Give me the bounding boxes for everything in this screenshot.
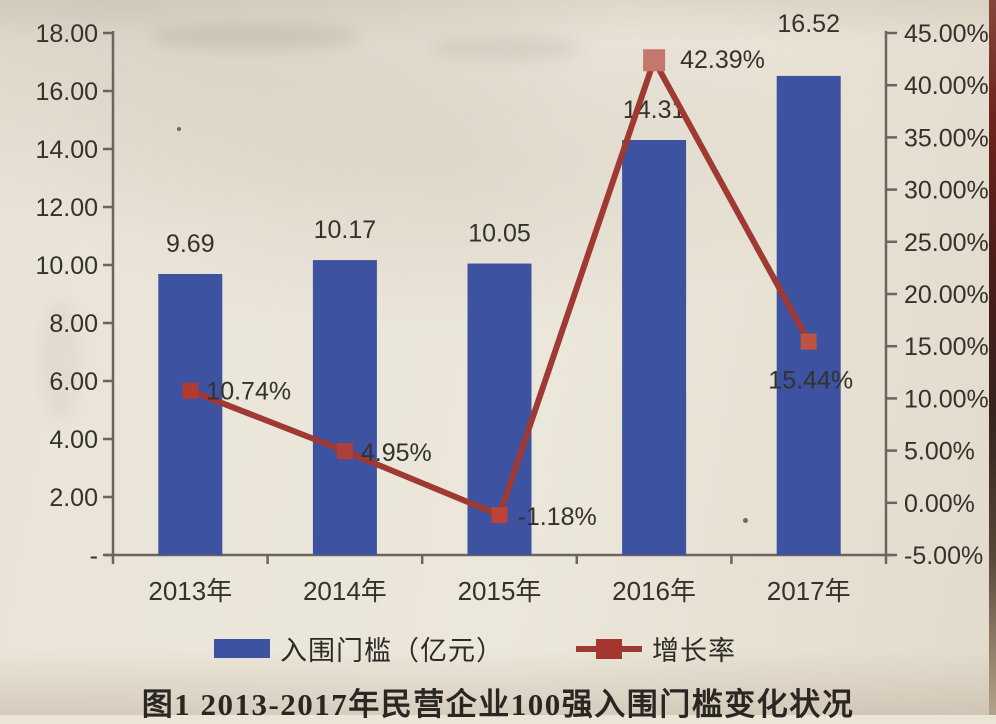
left-axis-tick-label: 18.00 [35,20,98,48]
line-value-label: 4.95% [361,439,432,467]
left-axis-tick-label: 10.00 [35,252,98,280]
legend-line-marker [596,638,622,659]
right-axis-tick-label: 20.00% [904,281,989,309]
paper-speck [743,518,748,523]
right-axis-tick-label: 15.00% [904,333,989,361]
page-edge-stripe [989,0,996,715]
bar-value-label: 10.17 [314,216,377,244]
paper-speck [177,127,181,131]
legend-item-line: 增长率 [576,629,736,668]
x-category-label: 2017年 [767,576,851,606]
left-axis-tick-label: 4.00 [49,426,98,454]
legend-item-bar: 入围门槛（亿元） [214,629,504,668]
right-axis-tick-label: -5.00% [904,542,983,570]
paper-smudge [40,300,80,420]
right-axis-tick-label: 35.00% [904,124,989,152]
line-value-label: 42.39% [680,46,765,74]
left-axis-tick-label: 2.00 [49,484,98,512]
legend-bar-label: 入围门槛（亿元） [280,636,504,666]
line-value-label: -1.18% [518,503,597,531]
left-axis-tick-label: - [90,542,98,570]
left-axis-tick-label: 6.00 [49,368,98,396]
bar-value-label: 16.52 [777,10,840,38]
bar-series-swatch [214,639,270,658]
line-series-swatch [576,638,642,660]
bar-value-label: 9.69 [166,230,215,258]
left-axis-tick-label: 8.00 [49,310,98,338]
right-axis-tick-label: 25.00% [904,229,989,257]
bar-2013年 [158,273,223,555]
line-value-label: 10.74% [206,378,291,406]
x-category-label: 2016年 [612,576,696,606]
figure-caption: 图1 2013-2017年民营企业100强入围门槛变化状况 [141,687,855,722]
bar-2017年 [776,75,841,556]
line-marker-2015年 [491,507,508,524]
left-axis-tick-label: 14.00 [35,136,98,164]
right-axis-tick-label: 0.00% [904,490,975,518]
left-axis-tick-label: 16.00 [35,78,98,106]
bar-2014年 [312,260,377,555]
paper-smudge [150,24,360,50]
right-axis-tick-label: 30.00% [904,177,989,205]
legend-line-label: 增长率 [652,636,736,666]
bar-value-label: 10.05 [468,220,531,248]
right-axis-tick-label: 40.00% [904,72,989,100]
line-marker-2014年 [336,443,353,460]
line-marker-2017年 [800,333,817,350]
left-axis-tick-label: 12.00 [35,194,98,222]
line-marker-2016年 [643,49,666,72]
x-category-label: 2015年 [458,576,542,606]
line-value-label: 15.44% [768,367,853,395]
x-category-label: 2014年 [303,576,387,606]
bar-2016年 [622,140,687,555]
right-axis-tick-label: 45.00% [904,20,989,48]
line-marker-2013年 [182,382,199,399]
x-category-label: 2013年 [148,576,232,606]
chart-legend: 入围门槛（亿元） 增长率 [0,629,950,668]
right-axis-tick-label: 5.00% [904,438,975,466]
right-axis-tick-label: 10.00% [904,385,989,413]
paper-smudge [430,36,580,60]
